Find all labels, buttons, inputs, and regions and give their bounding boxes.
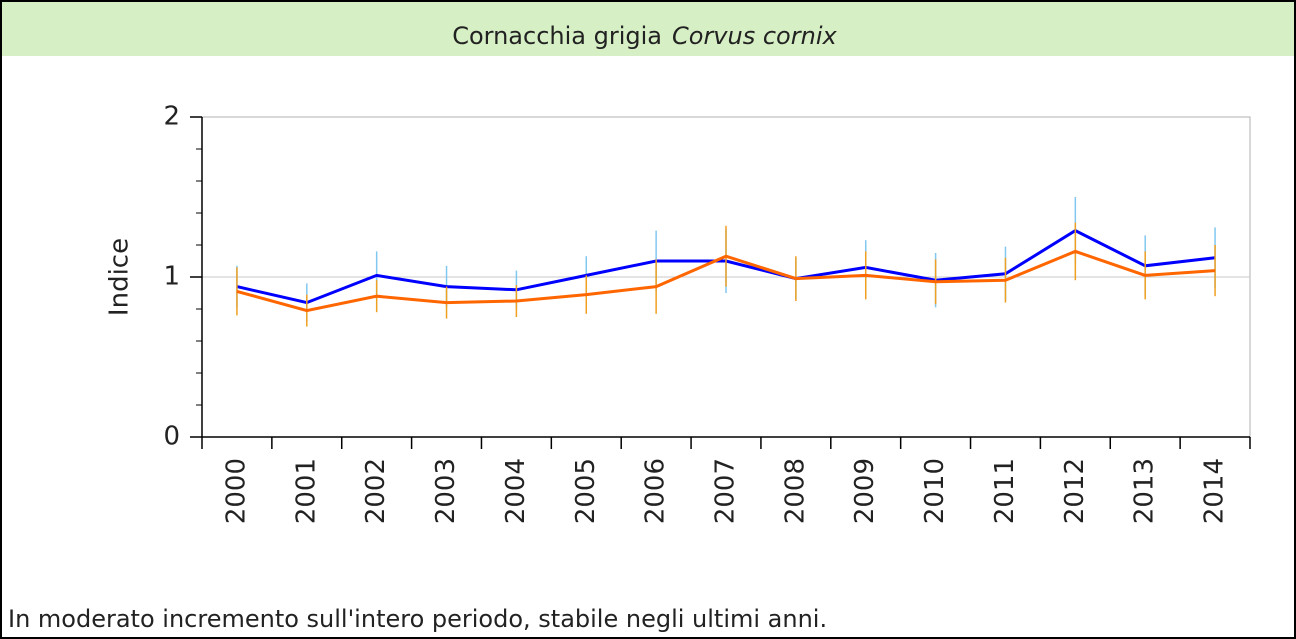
x-tick-label: 2000 (221, 458, 251, 524)
chart-subtitle: Corvus cornix (672, 22, 837, 50)
caption: In moderato incremento sull'intero perio… (8, 605, 827, 633)
y-tick-label: 2 (163, 102, 180, 132)
chart-title: Cornacchia grigia (452, 22, 662, 50)
x-tick-label: 2002 (361, 458, 391, 524)
y-tick-label: 1 (163, 262, 180, 292)
x-tick-label: 2003 (431, 458, 461, 524)
x-tick-label: 2012 (1060, 458, 1090, 524)
x-tick-label: 2014 (1200, 458, 1230, 524)
x-tick-label: 2009 (850, 458, 880, 524)
x-tick-label: 2004 (501, 458, 531, 524)
series-line (236, 249, 1216, 313)
x-tick-label: 2011 (990, 458, 1020, 524)
x-tick-label: 2001 (291, 458, 321, 524)
y-tick-label: 0 (163, 422, 180, 452)
y-axis-label: Indice (105, 238, 135, 316)
x-tick-label: 2007 (711, 458, 741, 524)
x-tick-label: 2006 (641, 458, 671, 524)
title-band (2, 2, 1294, 56)
x-tick-label: 2008 (780, 458, 810, 524)
x-tick-label: 2005 (571, 458, 601, 524)
x-tick-label: 2013 (1130, 458, 1160, 524)
x-tick-label: 2010 (920, 458, 950, 524)
